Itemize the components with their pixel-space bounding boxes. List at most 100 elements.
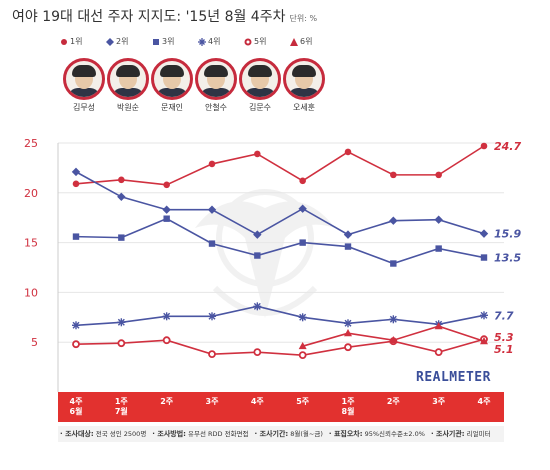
series-3: 13.5	[72, 215, 521, 267]
data-point	[162, 312, 171, 321]
data-point	[435, 245, 442, 252]
footnote-value: 8월(월~금)	[288, 430, 323, 438]
y-tick-label: 5	[31, 336, 38, 349]
footnote-item: · 조사기관: 리얼미터	[431, 430, 491, 438]
candidate-name: 박원순	[116, 103, 140, 112]
data-point	[480, 142, 488, 150]
data-point	[298, 341, 307, 350]
data-point	[208, 350, 216, 359]
legend-label: 2위	[116, 37, 129, 46]
brand-logo: REALMETER	[416, 370, 491, 385]
x-tick-label: 1주 8월	[341, 397, 355, 416]
series-line	[75, 145, 485, 186]
footnote-item: · 표집오차: 95%신뢰수준±2.0%	[329, 430, 425, 438]
triangle-marker-icon	[290, 37, 300, 46]
data-point	[208, 240, 216, 247]
data-point	[479, 229, 489, 238]
legend-label: 1위	[70, 37, 83, 46]
data-point	[253, 348, 262, 357]
data-point	[72, 233, 80, 240]
x-tick-label: 1주 7월	[114, 397, 128, 416]
data-point	[117, 192, 126, 201]
legend-label: 3위	[162, 37, 175, 46]
footnote-value: 95%신뢰수준±2.0%	[362, 430, 425, 438]
data-point	[208, 160, 216, 168]
legend-item: 1위	[60, 36, 82, 47]
data-point	[72, 340, 80, 349]
data-point	[389, 216, 398, 225]
y-tick-label: 25	[24, 137, 38, 150]
data-point	[299, 239, 306, 246]
diamond-marker-icon	[106, 37, 116, 46]
data-point	[162, 205, 171, 214]
x-tick-label: 4주	[250, 397, 264, 406]
footnote-key: · 조사방법:	[152, 430, 186, 438]
data-point	[118, 176, 125, 184]
series-1: 24.7	[72, 140, 521, 189]
candidate: 김문수	[238, 58, 282, 113]
end-value-label: 5.3	[494, 331, 514, 344]
chart-title-text: 여야 19대 대선 주자 지지도: '15년 8월 4주차	[12, 9, 286, 25]
series-line	[75, 305, 485, 327]
x-tick-label: 2주	[386, 397, 400, 406]
data-point	[254, 252, 261, 259]
footnote-value: 유무선 RDD 전화면접	[185, 430, 249, 438]
series-6: 5.1	[298, 322, 514, 356]
candidate: 오세훈	[282, 58, 326, 113]
legend-label: 5위	[254, 37, 267, 46]
end-value-label: 13.5	[494, 252, 521, 265]
data-point	[344, 148, 352, 156]
data-point	[344, 343, 352, 352]
data-point	[117, 339, 126, 348]
data-point	[480, 311, 488, 320]
legend-label: 4위	[208, 37, 221, 46]
avatar	[239, 58, 281, 100]
legend-item: 2위	[106, 36, 128, 47]
data-point	[298, 351, 307, 360]
x-tick-label: 2주	[160, 397, 174, 406]
x-tick-label: 4주	[477, 397, 491, 406]
end-value-label: 24.7	[494, 140, 521, 153]
data-point	[163, 215, 170, 222]
candidate: 안철수	[194, 58, 238, 113]
data-point	[434, 322, 443, 330]
candidate: 문재인	[150, 58, 194, 113]
footnote-item: · 조사대상: 전국 성인 2500명	[60, 430, 146, 438]
footnote-item: · 조사기간: 8월(월~금)	[255, 430, 323, 438]
x-axis-band	[58, 392, 504, 422]
data-point	[208, 312, 216, 321]
data-point	[389, 315, 398, 324]
data-point	[480, 337, 488, 345]
data-point	[72, 180, 80, 188]
data-point	[207, 205, 217, 214]
candidate-name: 안철수	[204, 103, 228, 112]
footnote-key: · 표집오차:	[328, 430, 363, 438]
data-point	[434, 215, 443, 224]
footnote-key: · 조사기간:	[254, 430, 289, 438]
series-2: 15.9	[71, 167, 521, 241]
data-point	[435, 171, 442, 179]
data-point	[434, 348, 443, 357]
x-tick-label: 4주 6월	[69, 397, 83, 416]
y-tick-label: 15	[24, 237, 38, 250]
avatar	[107, 58, 149, 100]
chart-title: 여야 19대 대선 주자 지지도: '15년 8월 4주차 단위: %	[12, 6, 317, 26]
y-tick-label: 20	[24, 187, 38, 200]
series-5: 5.3	[72, 331, 514, 360]
data-point	[390, 171, 397, 179]
data-point	[390, 260, 397, 267]
avatar	[151, 58, 193, 100]
unit-label: 단위: %	[289, 14, 318, 23]
data-point	[344, 329, 352, 337]
legend-label: 6위	[300, 37, 313, 46]
avatar	[283, 58, 325, 100]
footnote-key: · 조사대상:	[60, 430, 94, 438]
data-point	[253, 302, 262, 311]
candidate-name: 오세훈	[292, 103, 316, 112]
footnote-item: · 조사방법: 유무선 RDD 전화면접	[152, 430, 248, 438]
data-point	[343, 230, 353, 239]
data-point	[344, 319, 352, 328]
data-point	[254, 150, 261, 158]
data-point	[298, 204, 307, 213]
end-value-label: 7.7	[494, 309, 514, 322]
